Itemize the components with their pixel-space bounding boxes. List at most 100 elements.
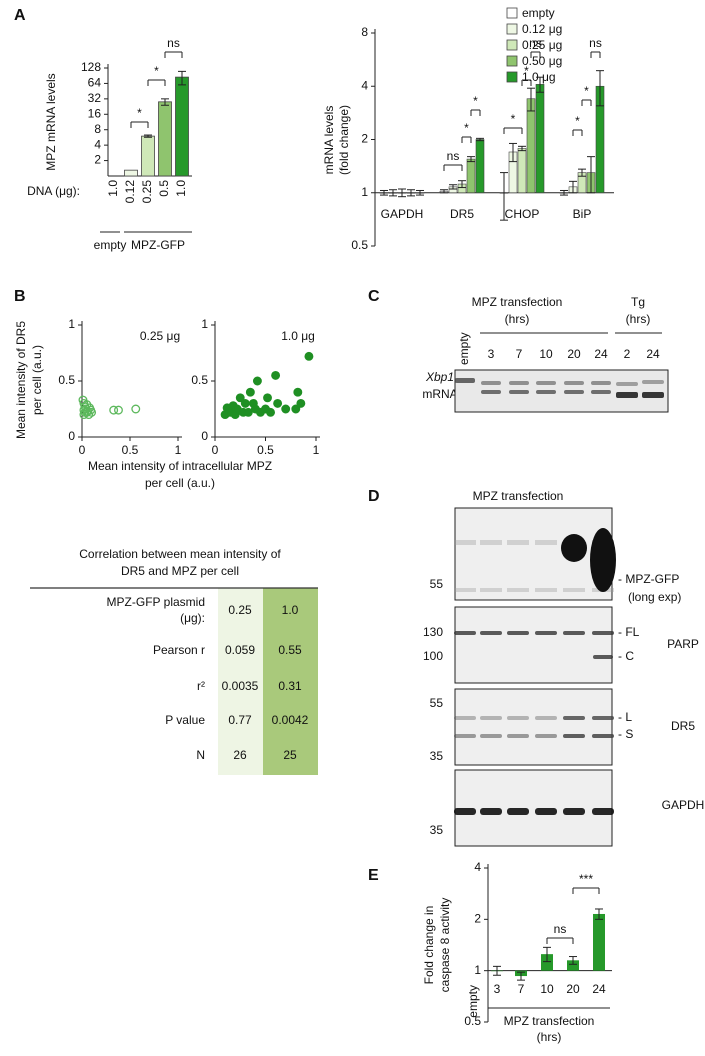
table-cell: 0.0042 (272, 713, 309, 727)
row-label: N (196, 748, 205, 762)
x-tick-label: 0.12 (123, 180, 137, 204)
mw-marker: 55 (430, 577, 444, 591)
band (535, 588, 557, 592)
panel-label: E (368, 867, 379, 884)
band (536, 381, 556, 385)
scatter-point (131, 404, 141, 414)
band-label: - S (618, 727, 633, 741)
band (507, 734, 529, 738)
y-axis-label: per cell (a.u.) (30, 345, 44, 415)
legend-label: 0.25 μg (522, 38, 562, 52)
band (591, 390, 611, 394)
bar (593, 913, 605, 971)
y-axis-label: mRNA levels (322, 106, 336, 175)
bar (526, 98, 536, 194)
scatter-point (114, 405, 123, 415)
band (507, 588, 529, 592)
x-tick-label: 0 (212, 443, 219, 457)
band (535, 808, 557, 815)
scatter-point (291, 404, 301, 414)
scatter-point (273, 398, 283, 408)
significance-label: * (584, 84, 589, 98)
significance-label: * (464, 121, 469, 135)
mw-marker: 35 (430, 823, 444, 837)
scatter-point (240, 398, 250, 408)
band-label: - C (618, 649, 634, 663)
protein-label: GAPDH (662, 798, 705, 812)
band-label: (long exp) (628, 590, 681, 604)
x-tick-label: 1.0 (106, 180, 120, 197)
protein-label: DR5 (671, 719, 695, 733)
x-tick-label: 3 (494, 982, 501, 996)
band (564, 390, 584, 394)
group-label: MPZ-GFP (131, 238, 185, 252)
band (535, 540, 557, 545)
band (454, 588, 476, 592)
blot (454, 606, 613, 684)
bar (466, 158, 476, 194)
y-tick-label: 32 (88, 91, 102, 105)
table-cell: 1.0 (282, 603, 299, 617)
band (592, 808, 614, 815)
significance-label: ns (589, 36, 602, 50)
significance-label: * (154, 64, 159, 78)
band (507, 631, 529, 635)
significance-label: ns (554, 922, 567, 936)
band (507, 540, 529, 545)
table-cell: 25 (283, 748, 297, 762)
header: MPZ transfection (472, 295, 563, 309)
band (454, 540, 476, 545)
panel-label: C (368, 288, 380, 305)
x-tick-label: GAPDH (381, 207, 424, 221)
band (480, 540, 502, 545)
row-label: Xbp1 (425, 370, 454, 384)
y-tick-label: 2 (94, 153, 101, 167)
scatter-point (293, 387, 303, 397)
blot (454, 688, 613, 766)
band (454, 716, 476, 720)
band (642, 392, 664, 398)
bar (158, 101, 172, 177)
band (509, 381, 529, 385)
significance-label: * (473, 94, 478, 108)
y-tick-label: 8 (94, 122, 101, 136)
x-axis-label: per cell (a.u.) (145, 476, 215, 490)
significance-label: ns (167, 36, 180, 50)
band (563, 808, 585, 815)
lane-label: 20 (567, 347, 581, 361)
band (593, 655, 613, 659)
panel-label: B (14, 288, 26, 305)
band (480, 808, 502, 815)
y-tick-label: 16 (88, 106, 102, 120)
y-tick-label: 8 (361, 25, 368, 39)
scatter-point (271, 370, 281, 380)
x-axis-label: MPZ transfection (504, 1014, 595, 1028)
y-tick-label: 0 (201, 429, 208, 443)
bar (141, 135, 155, 177)
bar (175, 76, 189, 177)
table-cell: 0.25 (228, 603, 252, 617)
x-tick-label: 0.5 (122, 443, 139, 457)
table-cell: 0.0035 (222, 679, 259, 693)
significance-label: * (524, 64, 529, 78)
y-tick-label: 0.5 (58, 373, 75, 387)
x-tick-label: 1 (313, 443, 320, 457)
x-tick-label: 0.25 (140, 180, 154, 204)
x-tick-label: 7 (518, 982, 525, 996)
band (480, 631, 502, 635)
x-prefix: DNA (μg): (27, 184, 80, 198)
group-label: empty (94, 238, 127, 252)
band (563, 716, 585, 720)
y-axis-label: Fold change in (422, 906, 436, 985)
row-label: MPZ-GFP plasmid (107, 595, 205, 609)
band (481, 381, 501, 385)
header: Tg (631, 295, 645, 309)
table-cell: 0.059 (225, 643, 255, 657)
band-label: - MPZ-GFP (618, 572, 679, 586)
band (563, 631, 585, 635)
x-tick-label: 20 (566, 982, 580, 996)
scatter-point (84, 410, 94, 420)
table-cell: 0.31 (278, 679, 302, 693)
band (616, 382, 638, 386)
band (535, 734, 557, 738)
